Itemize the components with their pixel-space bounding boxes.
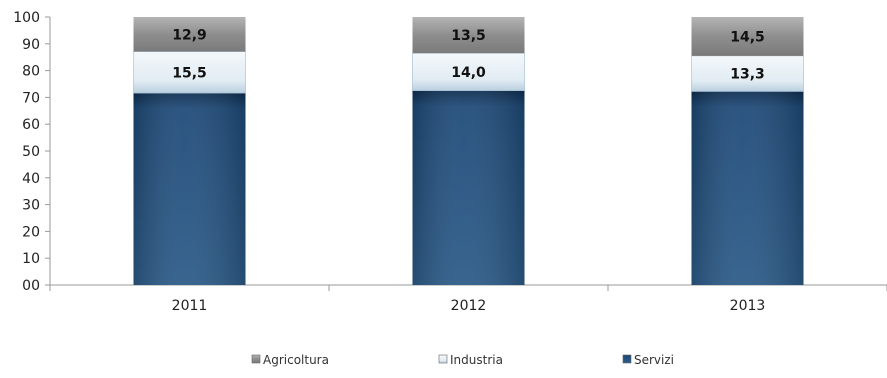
data-label: 14,5 — [730, 29, 765, 45]
bar-shading — [133, 93, 246, 285]
y-tick-label: 20 — [22, 224, 40, 240]
y-tick-label: 50 — [22, 144, 40, 160]
data-label: 13,3 — [730, 67, 765, 83]
data-labels: 15,5 14,0 13,3 12,9 13,5 14,5 — [172, 27, 765, 82]
legend-swatch — [438, 354, 448, 364]
bar-segment-agricoltura — [691, 17, 804, 56]
y-tick-label: 60 — [22, 117, 40, 133]
axes: 00 10 20 30 40 50 60 70 80 90 100 2011 2012 2013 — [13, 10, 887, 314]
bar-shading — [412, 90, 525, 285]
y-tick-label: 30 — [22, 198, 40, 214]
y-tick-label: 10 — [22, 251, 40, 267]
legend-label: Industria — [450, 353, 503, 367]
bar-segment-industria — [133, 51, 246, 94]
legend: Agricoltura Industria Servizi — [251, 353, 674, 367]
bar-segment-agricoltura — [133, 17, 246, 52]
x-tick-label: 2013 — [730, 298, 766, 314]
x-tick-label: 2012 — [451, 298, 487, 314]
bar-shading — [691, 91, 804, 285]
y-tick-label: 80 — [22, 64, 40, 80]
legend-swatch — [622, 354, 632, 364]
bar-segment-industria — [691, 55, 804, 92]
x-tick-label: 2011 — [172, 298, 208, 314]
legend-label: Servizi — [634, 353, 674, 367]
bar-segment-industria — [412, 52, 525, 92]
bar-segment-agricoltura — [412, 17, 525, 54]
legend-swatch — [251, 354, 261, 364]
y-tick-label: 100 — [13, 10, 40, 26]
data-label: 15,5 — [172, 65, 207, 81]
data-label: 14,0 — [451, 65, 486, 81]
bars — [133, 17, 804, 285]
y-tick-label: 70 — [22, 90, 40, 106]
y-tick-label: 40 — [22, 171, 40, 187]
y-tick-label: 00 — [22, 278, 40, 294]
data-label: 12,9 — [172, 27, 207, 43]
y-tick-label: 90 — [22, 37, 40, 53]
data-label: 13,5 — [451, 28, 486, 44]
legend-label: Agricoltura — [263, 353, 329, 367]
